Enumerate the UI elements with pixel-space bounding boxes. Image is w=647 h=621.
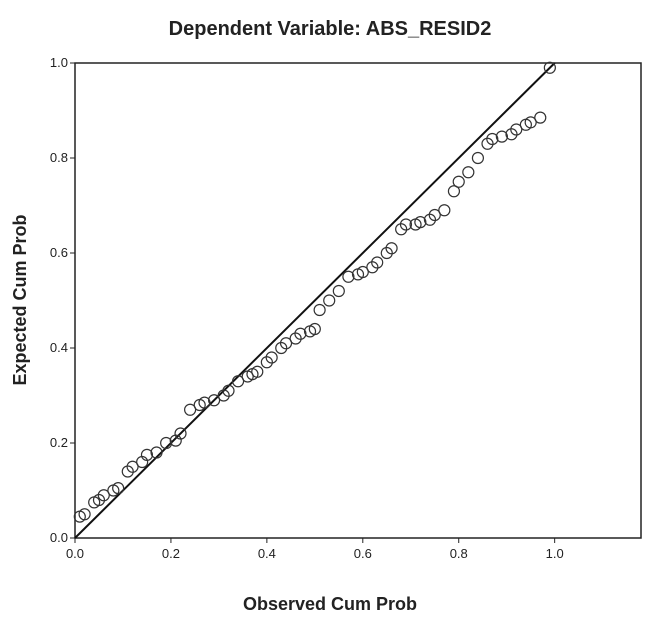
point: [505, 128, 518, 141]
x-axis-label: Observed Cum Prob: [243, 594, 417, 614]
point: [150, 446, 163, 459]
point: [385, 242, 398, 255]
y-tick-label: 0.0: [50, 530, 68, 545]
point: [423, 213, 437, 226]
point: [543, 61, 556, 74]
point: [534, 111, 547, 124]
point: [265, 351, 278, 364]
point: [231, 375, 245, 388]
point: [97, 489, 110, 502]
point: [78, 508, 91, 521]
point: [510, 123, 523, 136]
point: [471, 151, 485, 165]
y-tick-label: 0.8: [50, 150, 68, 165]
x-tick-label: 0.8: [450, 546, 468, 561]
y-axis-label: Expected Cum Prob: [10, 214, 30, 385]
x-tick-label: 1.0: [546, 546, 564, 561]
point: [112, 482, 125, 495]
point: [332, 284, 345, 298]
point: [184, 403, 197, 416]
point: [313, 303, 326, 317]
point: [428, 208, 441, 222]
point: [356, 265, 369, 279]
point: [438, 204, 451, 217]
point: [198, 396, 211, 409]
point: [294, 327, 307, 340]
point: [452, 175, 465, 188]
y-tick-label: 0.2: [50, 435, 68, 450]
y-tick-label: 0.4: [50, 340, 68, 355]
reference-line: [74, 62, 556, 539]
point: [260, 356, 273, 369]
point: [414, 216, 427, 229]
point: [208, 394, 221, 407]
point: [217, 389, 230, 402]
point: [160, 436, 173, 450]
x-tick-label: 0.4: [258, 546, 276, 561]
point: [289, 332, 302, 345]
chart-title: Dependent Variable: ABS_RESID2: [169, 18, 492, 40]
point: [251, 365, 264, 378]
point: [92, 493, 106, 507]
point: [308, 322, 321, 336]
point: [399, 218, 413, 231]
point: [395, 223, 408, 236]
y-tick-label: 0.6: [50, 245, 68, 260]
point: [126, 460, 139, 473]
point: [222, 384, 235, 397]
x-tick-label: 0.0: [66, 546, 84, 561]
point: [279, 337, 293, 350]
point: [486, 132, 499, 146]
point: [380, 246, 393, 260]
point: [275, 341, 288, 355]
plot-frame: [74, 62, 642, 539]
point: [121, 465, 134, 478]
point: [462, 166, 475, 179]
x-tick-label: 0.2: [162, 546, 180, 561]
point: [174, 427, 187, 440]
point: [140, 448, 154, 461]
point: [342, 270, 355, 283]
x-tick-label: 0.6: [354, 546, 372, 561]
point: [524, 116, 537, 129]
y-tick-label: 1.0: [50, 55, 68, 70]
point: [323, 294, 336, 307]
point: [495, 130, 508, 143]
point: [447, 185, 461, 198]
point: [481, 137, 494, 150]
point: [366, 261, 379, 274]
point: [371, 256, 384, 269]
